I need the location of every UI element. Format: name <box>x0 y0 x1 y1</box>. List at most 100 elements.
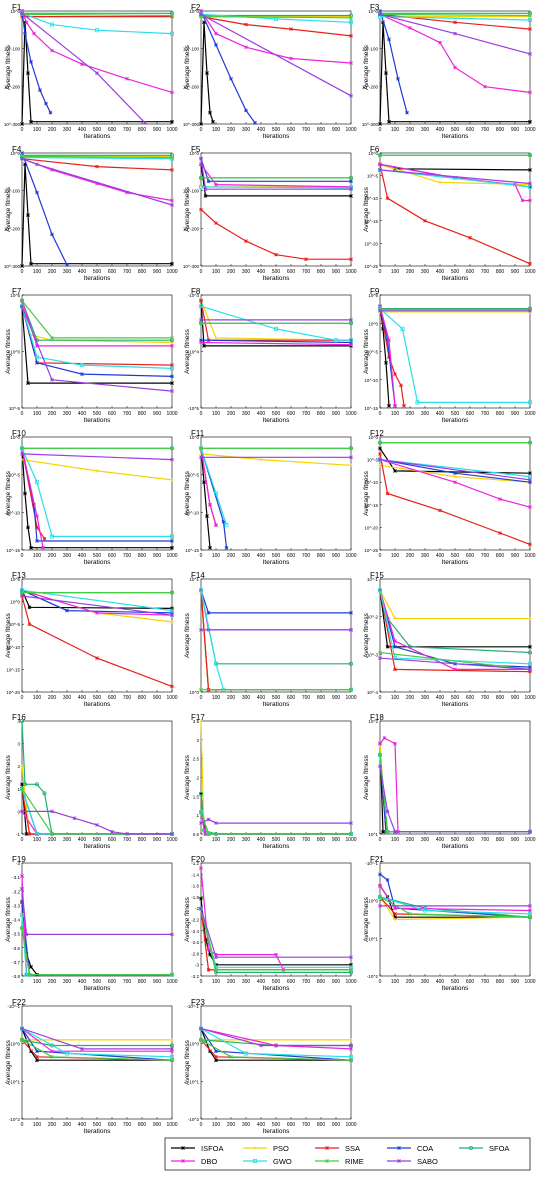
subplot-f19: F19 0 100 200 300 400 500 600 700 800 900 1000 -3 -3.… <box>5 855 178 992</box>
data-point <box>199 176 203 180</box>
x-tick-label: 100 <box>33 837 42 843</box>
legend-label: GWO <box>273 1157 292 1166</box>
x-tick-label: 700 <box>302 979 311 985</box>
data-point <box>438 40 442 45</box>
data-point <box>349 821 353 825</box>
x-tick-label: 100 <box>33 411 42 417</box>
data-point <box>203 832 208 836</box>
data-point <box>199 687 203 692</box>
data-point <box>35 480 40 485</box>
y-axis-label: Average fitness <box>184 1039 191 1084</box>
x-tick-label: 100 <box>391 979 400 985</box>
data-point <box>214 336 218 340</box>
data-point <box>72 816 77 821</box>
x-tick-label: 700 <box>302 269 311 275</box>
plot-frame <box>379 720 531 835</box>
data-point <box>65 263 69 267</box>
data-point <box>35 1058 39 1063</box>
subplot-title: F17 <box>191 713 205 722</box>
series-line <box>379 459 531 508</box>
data-point <box>349 61 353 65</box>
data-point <box>199 896 203 901</box>
data-point <box>273 326 278 331</box>
x-tick-label: 500 <box>93 269 102 275</box>
series-line <box>200 448 211 548</box>
x-tick-label: 400 <box>436 127 445 133</box>
subplot-title: F2 <box>191 3 201 12</box>
x-tick-label: 1000 <box>166 837 177 843</box>
data-point <box>468 235 472 240</box>
data-point <box>170 168 174 172</box>
y-tick-label: -2.4 <box>191 929 199 934</box>
y-tick-label: 10^1 <box>189 577 199 582</box>
data-point <box>26 525 30 530</box>
series-line <box>21 13 173 17</box>
x-tick-label: 200 <box>227 127 236 133</box>
data-point <box>199 455 203 460</box>
data-point <box>348 20 353 25</box>
subplot-f18: F18 0 100 200 300 400 500 600 700 800 900 1000 10^2 1… <box>363 713 536 850</box>
data-point <box>29 119 33 124</box>
y-tick-label: 10^2 <box>368 719 378 724</box>
data-point <box>95 28 100 33</box>
subplot-f9: F9 0 100 200 300 400 500 600 700 800 900 1000 10^5 10… <box>363 287 536 424</box>
data-point <box>214 182 218 187</box>
y-tick-label: 10^-5 <box>9 473 21 478</box>
x-tick-label: 900 <box>511 553 520 559</box>
x-tick-label: 700 <box>481 269 490 275</box>
x-tick-label: 700 <box>123 269 132 275</box>
series-rime <box>199 321 353 326</box>
data-point <box>224 545 229 550</box>
subplot-title: F18 <box>370 713 384 722</box>
x-tick-label: 200 <box>48 979 57 985</box>
x-tick-label: 500 <box>451 553 460 559</box>
series-line <box>21 595 173 616</box>
series-line <box>200 341 352 346</box>
data-point <box>199 821 203 825</box>
series-sabo <box>378 764 532 834</box>
data-point <box>528 665 532 669</box>
data-point <box>208 502 212 507</box>
series-pso <box>20 458 174 482</box>
subplot-f1: F1 0 100 200 300 400 500 600 700 800 900 1000 10^0 10… <box>4 3 178 140</box>
x-tick-label: 200 <box>48 127 57 133</box>
data-point <box>48 110 53 115</box>
y-tick-label: 10^-5 <box>367 350 379 355</box>
data-point <box>35 832 40 837</box>
x-tick-label: 100 <box>33 553 42 559</box>
data-point <box>349 446 353 451</box>
x-tick-label: 400 <box>257 127 266 133</box>
data-point <box>423 218 427 223</box>
data-point <box>259 1043 263 1048</box>
data-point <box>199 321 203 326</box>
data-point <box>23 31 27 36</box>
y-tick-label: -10^1 <box>367 936 379 941</box>
data-point <box>20 446 24 451</box>
x-tick-label: 900 <box>332 695 341 701</box>
y-tick-label: 2 <box>196 776 199 781</box>
data-point <box>198 304 203 309</box>
series-line <box>379 16 531 21</box>
data-point <box>24 932 29 937</box>
series-isfoa <box>199 896 353 967</box>
series-rime <box>378 440 532 445</box>
y-tick-label: 2 <box>17 764 20 769</box>
x-tick-label: 100 <box>391 411 400 417</box>
legend-marker <box>252 1159 257 1164</box>
y-tick-label: 10^-5 <box>188 473 200 478</box>
series-line <box>21 453 173 461</box>
data-point <box>199 298 203 303</box>
data-point <box>349 257 353 262</box>
x-tick-label: 100 <box>33 695 42 701</box>
y-tick-label: 10^-2 <box>367 615 379 620</box>
series-line <box>21 10 52 113</box>
data-point <box>170 90 174 95</box>
y-tick-label: 10^-5 <box>367 174 379 179</box>
data-point <box>202 480 206 485</box>
data-point <box>385 878 390 882</box>
legend-label: PSO <box>273 1144 289 1153</box>
x-tick-label: 400 <box>436 269 445 275</box>
x-tick-label: 600 <box>287 269 296 275</box>
data-point <box>169 366 174 371</box>
data-point <box>243 1051 248 1056</box>
